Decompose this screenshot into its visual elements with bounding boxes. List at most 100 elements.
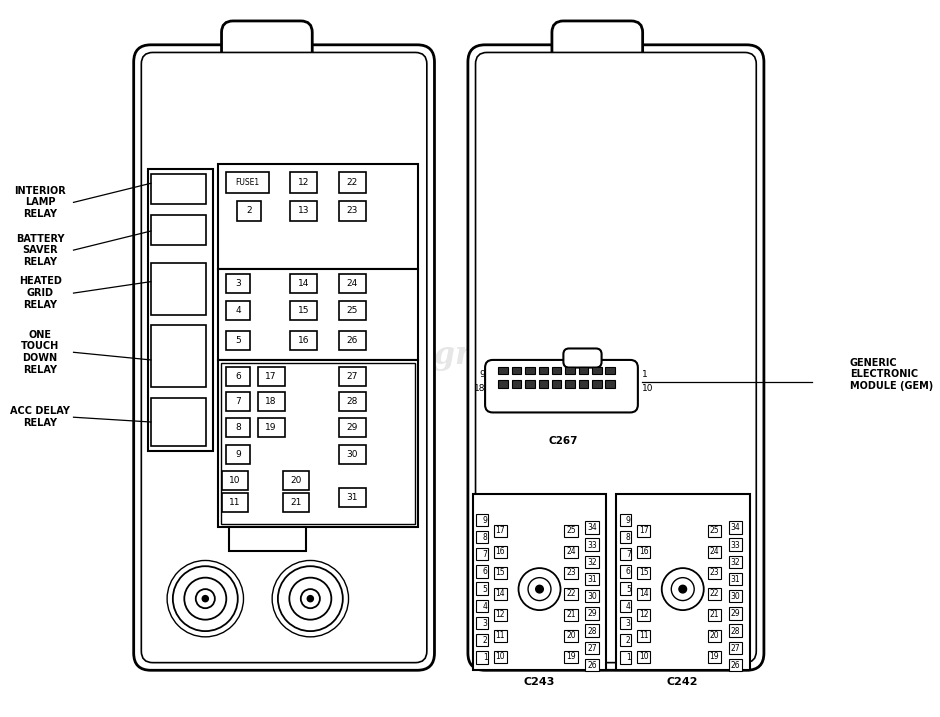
Text: 9: 9 [479,370,485,379]
Text: 5: 5 [482,584,488,594]
Bar [586,521,599,533]
Bar [619,513,631,526]
Bar [605,380,615,388]
Text: 30: 30 [588,592,597,602]
Bar [477,531,488,543]
Text: 34: 34 [588,523,597,533]
FancyBboxPatch shape [133,45,434,670]
Bar [258,366,285,386]
Text: 20: 20 [290,476,302,485]
Bar [258,392,285,412]
Bar [564,588,578,599]
Bar [290,331,317,351]
Bar [708,609,721,621]
Bar [227,445,250,464]
Bar [339,201,366,221]
Bar [498,380,508,388]
Circle shape [679,585,686,593]
Bar [586,556,599,568]
Text: 1: 1 [483,653,488,663]
Bar [525,380,535,388]
Text: 2: 2 [246,206,252,216]
Bar [151,215,206,245]
Bar [339,274,366,293]
Bar [473,493,606,670]
Text: 22: 22 [566,589,576,599]
Text: 31: 31 [347,493,358,502]
Text: 1: 1 [626,653,631,663]
Bar [339,300,366,320]
Text: 30: 30 [730,592,740,602]
Bar [539,380,548,388]
Bar [637,546,650,558]
Text: 32: 32 [730,558,740,567]
Text: 3: 3 [626,619,631,628]
Circle shape [290,578,331,619]
Text: 21: 21 [290,498,302,507]
Bar [227,300,250,320]
Text: C267: C267 [549,436,578,446]
Bar [227,392,250,412]
Bar [619,548,631,561]
Text: 5: 5 [626,584,631,594]
Text: 6: 6 [626,567,631,576]
Text: 32: 32 [588,558,597,567]
Bar [290,274,317,293]
Bar [494,609,507,621]
Bar [564,546,578,558]
Bar [525,366,535,374]
Bar [222,493,248,512]
Text: 31: 31 [730,575,740,584]
Circle shape [184,578,227,619]
Text: 14: 14 [639,589,649,599]
Text: 27: 27 [730,644,740,652]
Bar [728,659,742,671]
Bar [477,513,488,526]
Text: GENERIC
ELECTRONIC
MODULE (GEM): GENERIC ELECTRONIC MODULE (GEM) [850,358,933,391]
Text: 28: 28 [347,397,358,407]
Text: 22: 22 [710,589,719,599]
Bar [708,651,721,663]
Bar [477,617,488,630]
Bar [619,565,631,578]
Text: 23: 23 [566,569,576,577]
Text: HEATED
GRID
RELAY: HEATED GRID RELAY [19,277,61,310]
Text: ACC DELAY
RELAY: ACC DELAY RELAY [10,407,70,428]
Text: 8: 8 [235,423,242,432]
Text: 28: 28 [588,627,597,636]
Bar [616,493,749,670]
Bar [283,493,309,512]
Bar [586,538,599,551]
Text: 10: 10 [642,384,653,393]
Circle shape [173,566,238,631]
Text: 27: 27 [347,371,358,381]
Bar [290,201,317,221]
Text: 15: 15 [639,569,649,577]
Bar [283,470,309,490]
FancyBboxPatch shape [141,52,427,663]
Text: 22: 22 [347,178,358,187]
Text: 12: 12 [495,610,505,619]
Text: 24: 24 [710,547,719,556]
Bar [494,588,507,599]
Bar [728,556,742,568]
Text: 16: 16 [639,547,649,556]
Text: 17: 17 [639,526,649,536]
Text: 21: 21 [566,610,576,619]
Text: 23: 23 [347,206,358,216]
Text: 1: 1 [642,370,648,379]
Bar [339,488,366,507]
Text: 19: 19 [265,423,277,432]
Text: 24: 24 [566,547,576,556]
Text: fusesdiagram.com: fusesdiagram.com [292,340,605,371]
Text: 4: 4 [482,602,488,611]
Bar [586,573,599,585]
Bar [339,172,366,193]
Bar [222,470,248,490]
Bar [494,630,507,642]
Text: 18: 18 [474,384,485,393]
Text: 8: 8 [626,533,631,542]
Text: 16: 16 [495,547,505,556]
FancyBboxPatch shape [468,45,764,670]
Bar [511,366,522,374]
